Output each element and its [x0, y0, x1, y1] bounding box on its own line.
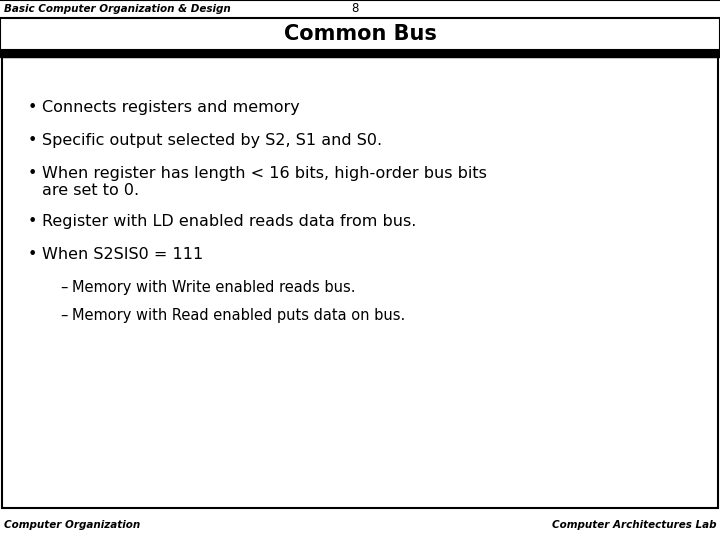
Text: Memory with Write enabled reads bus.: Memory with Write enabled reads bus.	[72, 280, 356, 295]
Text: 8: 8	[351, 3, 359, 16]
Text: –: –	[60, 280, 68, 295]
Text: Basic Computer Organization & Design: Basic Computer Organization & Design	[4, 4, 230, 14]
Text: When register has length < 16 bits, high-order bus bits
are set to 0.: When register has length < 16 bits, high…	[42, 166, 487, 198]
Bar	[0, 18, 720, 50]
Text: Connects registers and memory: Connects registers and memory	[42, 100, 300, 115]
Text: Register with LD enabled reads data from bus.: Register with LD enabled reads data from…	[42, 214, 416, 229]
Text: Computer Architectures Lab: Computer Architectures Lab	[552, 520, 716, 530]
Text: •: •	[28, 214, 37, 229]
Bar	[2, 57, 718, 508]
Text: Memory with Read enabled puts data on bus.: Memory with Read enabled puts data on bu…	[72, 308, 405, 323]
Bar	[0, 18, 720, 50]
Text: –: –	[60, 308, 68, 323]
Bar	[0, 0, 720, 18]
Text: •: •	[28, 166, 37, 181]
Text: Common Bus: Common Bus	[284, 24, 436, 44]
Bar	[0, 50, 720, 57]
Text: •: •	[28, 100, 37, 115]
Text: Computer Organization: Computer Organization	[4, 520, 140, 530]
Text: Specific output selected by S2, S1 and S0.: Specific output selected by S2, S1 and S…	[42, 133, 382, 148]
Text: •: •	[28, 247, 37, 262]
Text: When S2SIS0 = 111: When S2SIS0 = 111	[42, 247, 203, 262]
Text: •: •	[28, 133, 37, 148]
